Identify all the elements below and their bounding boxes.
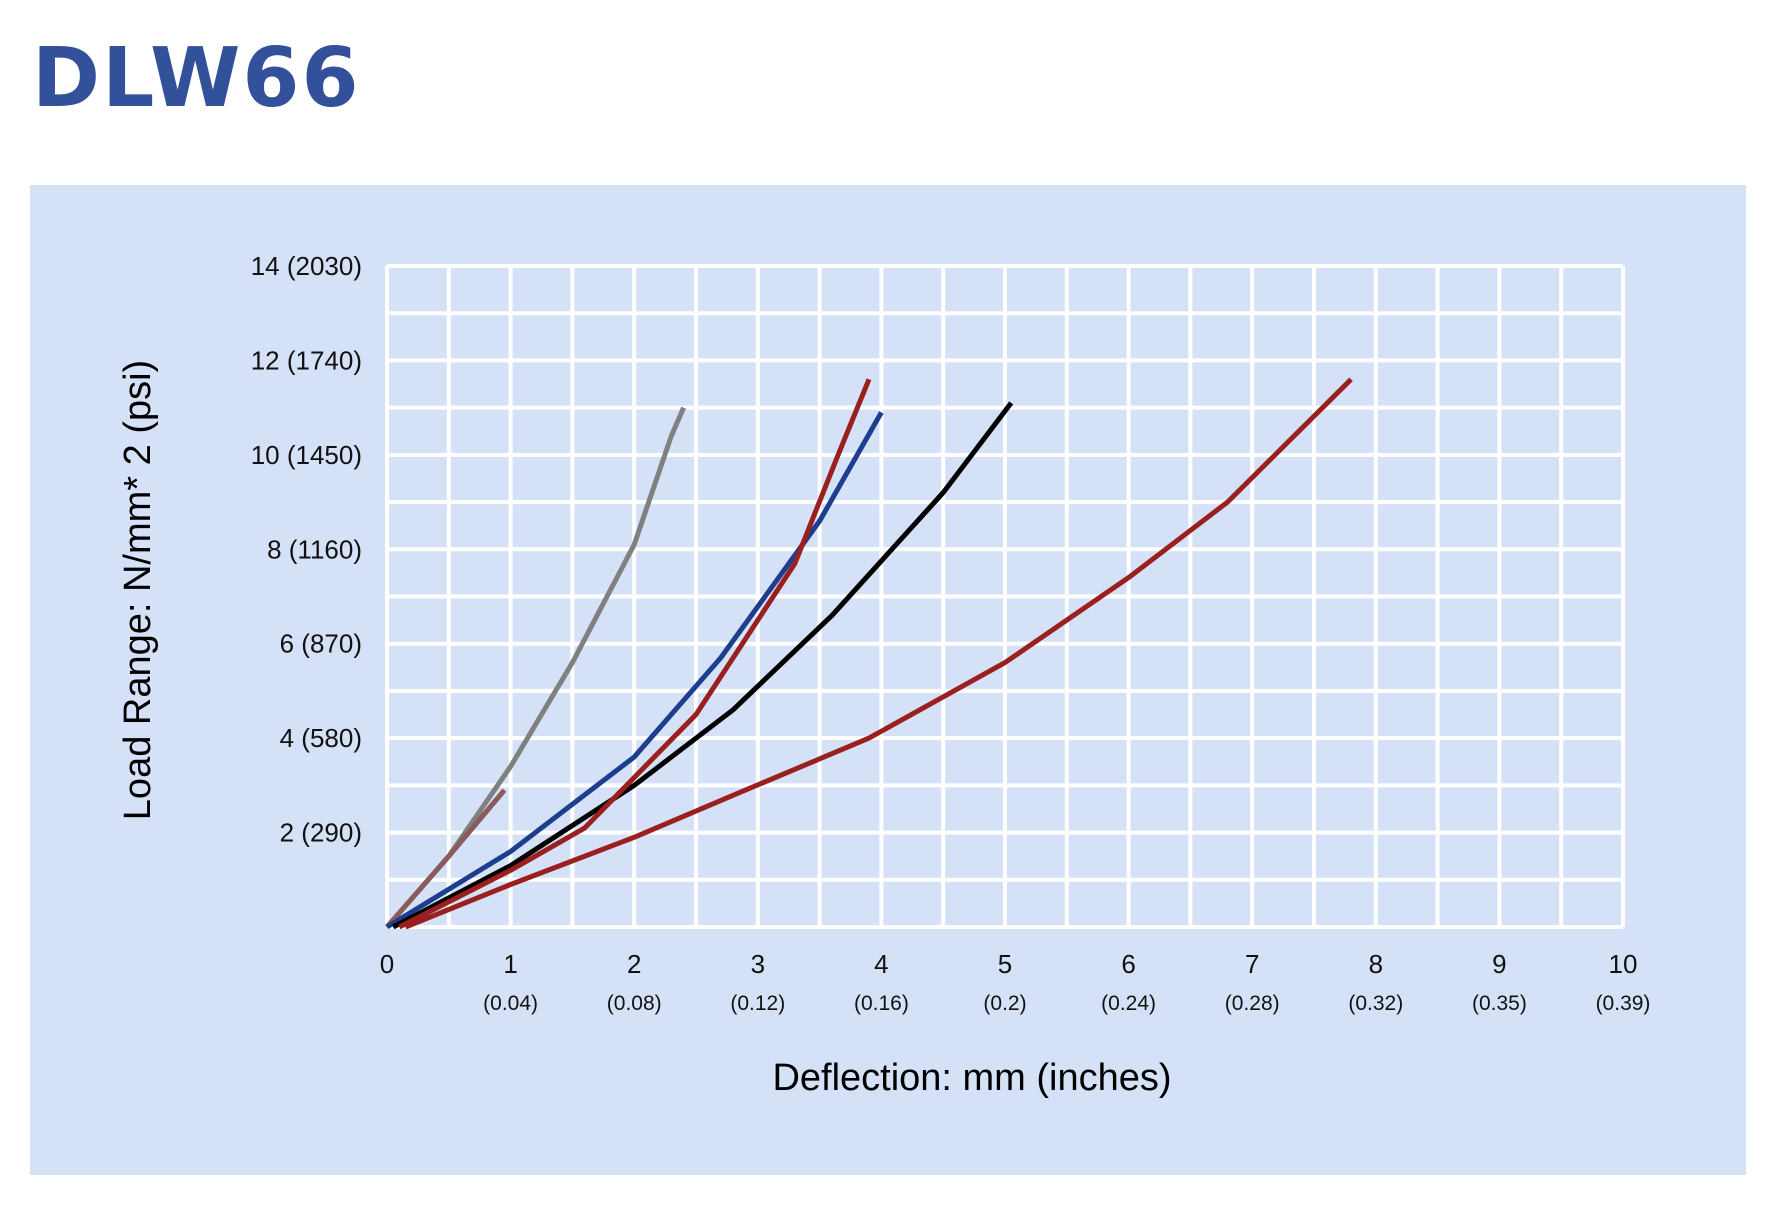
x-tick-sublabel: (0.2) (983, 992, 1026, 1015)
y-tick-label: 14 (2030) (251, 251, 362, 281)
x-tick-sublabel: (0.28) (1225, 992, 1280, 1015)
series-line-5 (398, 378, 872, 930)
x-tick-sublabel: (0.12) (730, 992, 785, 1015)
x-tick-sublabel: (0.32) (1348, 992, 1403, 1015)
x-tick-label: 10 (1609, 949, 1638, 979)
x-tick-label: 0 (380, 949, 394, 979)
page-title: DLW66 (32, 31, 361, 126)
x-tick-label: 3 (751, 949, 765, 979)
x-tick-label: 5 (998, 949, 1012, 979)
x-axis-ticks: 0 1 (0.04) 2 (0.08) 3 (0.12) 4 (0.16) 5 (0.2) 6 (0.2… (380, 949, 1651, 1015)
y-tick-label: 2 (290) (280, 818, 362, 848)
chart-series (385, 377, 1353, 930)
x-tick-label: 6 (1121, 949, 1135, 979)
series-line-2 (385, 788, 507, 929)
x-tick-sublabel: (0.04) (483, 992, 538, 1015)
x-tick-sublabel: (0.39) (1596, 992, 1651, 1015)
x-tick-label: 2 (627, 949, 641, 979)
x-tick-label: 9 (1492, 949, 1506, 979)
x-tick-sublabel: (0.24) (1101, 992, 1156, 1015)
x-tick-sublabel: (0.35) (1472, 992, 1527, 1015)
series-line-3 (385, 411, 884, 930)
y-axis-label: Load Range: N/mm* 2 (psi) (117, 360, 159, 820)
y-tick-label: 10 (1450) (251, 440, 362, 470)
x-tick-label: 7 (1245, 949, 1259, 979)
chart-panel (30, 185, 1746, 1175)
y-tick-label: 6 (870) (280, 629, 362, 659)
x-tick-sublabel: (0.16) (854, 992, 909, 1015)
x-tick-label: 4 (874, 949, 888, 979)
y-tick-label: 12 (1740) (251, 345, 362, 375)
x-tick-label: 1 (503, 949, 517, 979)
x-axis-label: Deflection: mm (inches) (772, 1057, 1171, 1099)
series-line-4 (392, 401, 1014, 930)
series-line-6 (404, 377, 1353, 930)
chart-grid (385, 264, 1625, 929)
y-tick-label: 4 (580) (280, 723, 362, 753)
y-axis-ticks: 2 (290) 4 (580) 6 (870) 8 (1160) 10 (1450) 12… (251, 251, 362, 848)
y-tick-label: 8 (1160) (267, 534, 362, 564)
x-tick-label: 8 (1369, 949, 1383, 979)
x-tick-sublabel: (0.08) (607, 992, 662, 1015)
